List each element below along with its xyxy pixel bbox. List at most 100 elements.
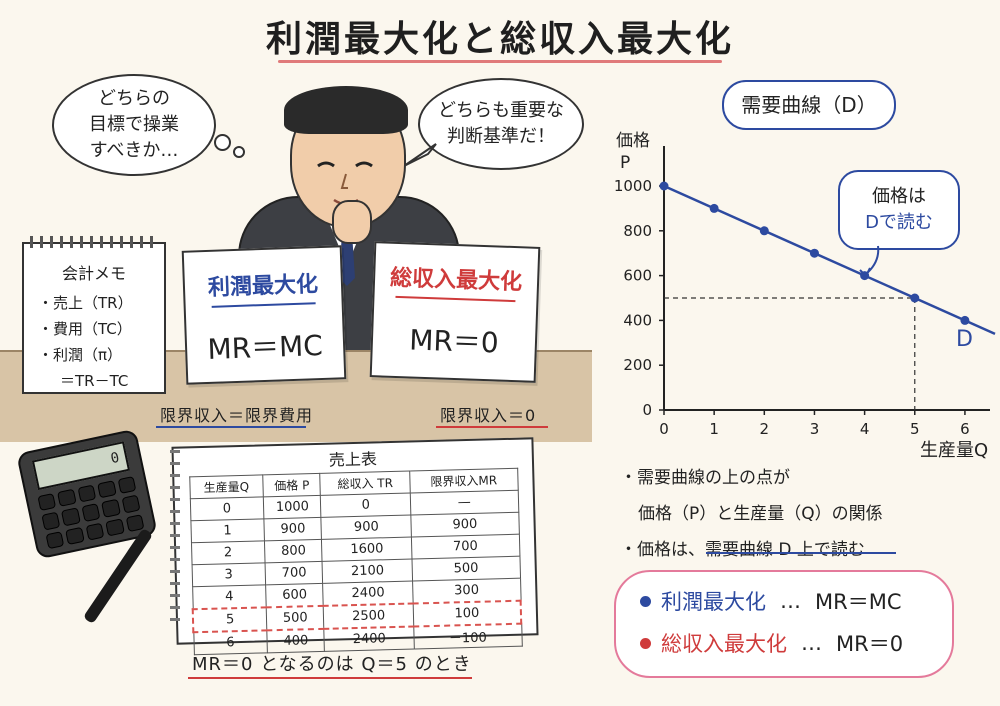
table-cell: 600 bbox=[265, 583, 324, 608]
table-cell: －100 bbox=[413, 623, 522, 649]
table-cell: 2 bbox=[190, 540, 266, 565]
x-tick-label: 1 bbox=[709, 420, 719, 438]
demand-curve-line bbox=[663, 184, 996, 335]
col-header-marginal-revenue: 限界収入MR bbox=[409, 468, 518, 494]
bubble-right-line-1: どちらも重要な bbox=[438, 100, 564, 121]
speech-tail bbox=[403, 143, 437, 167]
y-axis-label-line-2: P bbox=[620, 153, 630, 173]
note-underline bbox=[706, 552, 896, 554]
annotation-bubble: 価格は Dで読む bbox=[838, 170, 960, 250]
paper-profit-equation: MR＝MC bbox=[206, 328, 324, 366]
legend-revenue-eq: MR＝0 bbox=[836, 632, 904, 656]
thought-bubble-left: どちらの 目標で操業 すべきか… bbox=[52, 74, 216, 176]
paper-profit-heading: 利潤最大化 bbox=[207, 272, 319, 301]
legend-revenue-sep: … bbox=[801, 631, 822, 655]
x-axis-label: 生産量Q bbox=[920, 440, 988, 461]
legend-row-profit: 利潤最大化 … MR＝MC bbox=[640, 586, 952, 616]
notes: ・需要曲線の上の点が 価格（P）と生産量（Q）の関係 ・価格は、需要曲線 D 上… bbox=[620, 460, 883, 568]
col-header-total-revenue: 総収入 TR bbox=[320, 471, 411, 496]
sales-table: 生産量Q 価格 P 総収入 TR 限界収入MR 0 1000 0— 1 900 900 9… bbox=[188, 468, 523, 656]
caption-profit: 限界収入＝限界費用 bbox=[160, 406, 314, 425]
x-tick-label: 6 bbox=[960, 420, 970, 438]
table-cell: 2400 bbox=[323, 581, 414, 606]
sales-table-caption: MR＝0 となるのは Q＝5 のとき bbox=[192, 654, 472, 675]
table-cell: 300 bbox=[412, 578, 521, 604]
note-line-3: ・価格は、需要曲線 D 上で読む bbox=[620, 540, 865, 560]
memo-item-sales: ・売上（TR） bbox=[38, 294, 133, 312]
table-cell: 1000 bbox=[263, 495, 322, 519]
table-cell: 900 bbox=[321, 515, 412, 540]
sales-table-sheet: 売上表 生産量Q 価格 P 総収入 TR 限界収入MR 0 1000 0— 1 900… bbox=[171, 437, 539, 655]
table-cell: 0 bbox=[189, 496, 265, 521]
y-axis-label-line-1: 価格 bbox=[616, 131, 650, 151]
table-cell: 2100 bbox=[322, 559, 413, 584]
chart-title-bubble: 需要曲線（D） bbox=[722, 80, 896, 130]
legend-revenue-label: 総収入最大化 bbox=[661, 632, 787, 656]
col-header-quantity: 生産量Q bbox=[189, 474, 264, 499]
bubble-right-line-2: 判断基準だ！ bbox=[447, 126, 555, 147]
sales-table-spiral bbox=[170, 450, 180, 630]
caption-revenue-underline bbox=[436, 426, 548, 428]
table-cell: 800 bbox=[264, 539, 323, 563]
col-header-price: 価格 P bbox=[262, 473, 321, 497]
x-tick-label: 3 bbox=[810, 420, 820, 438]
demand-point bbox=[910, 293, 920, 303]
paper-revenue-equation: MR＝0 bbox=[408, 323, 500, 360]
summary-legend-box: 利潤最大化 … MR＝MC 総収入最大化 … MR＝0 bbox=[614, 570, 954, 678]
x-tick-label: 2 bbox=[760, 420, 770, 438]
accounting-memo: 会計メモ ・売上（TR） ・費用（TC） ・利潤（π） ＝TR－TC bbox=[22, 242, 166, 394]
table-cell: 500 bbox=[412, 556, 521, 582]
memo-title: 会計メモ bbox=[61, 264, 126, 283]
table-cell: 900 bbox=[410, 512, 519, 538]
y-tick-label: 0 bbox=[642, 401, 652, 419]
memo-item-cost: ・費用（TC） bbox=[38, 320, 132, 338]
memo-item-profit-formula: ＝TR－TC bbox=[60, 372, 129, 390]
annotation-line-2: Dで読む bbox=[865, 212, 933, 233]
caption-profit-underline bbox=[156, 426, 306, 428]
note-line-1: ・需要曲線の上の点が bbox=[620, 468, 790, 488]
x-tick-label: 4 bbox=[860, 420, 870, 438]
paper-revenue-underline bbox=[395, 295, 516, 303]
speech-bubble-right: どちらも重要な 判断基準だ！ bbox=[418, 78, 584, 170]
legend-profit-label: 利潤最大化 bbox=[661, 590, 766, 614]
demand-point bbox=[709, 203, 719, 213]
thought-dot-small bbox=[233, 146, 245, 158]
paper-revenue-max: 総収入最大化 MR＝0 bbox=[369, 241, 541, 383]
bubble-left-line-1: どちらの bbox=[98, 88, 170, 109]
demand-point bbox=[960, 315, 970, 325]
table-cell: 900 bbox=[264, 517, 322, 541]
legend-row-revenue: 総収入最大化 … MR＝0 bbox=[640, 628, 952, 658]
calculator-keys bbox=[37, 475, 145, 550]
legend-dot-red bbox=[640, 637, 651, 649]
annotation-arrow bbox=[859, 245, 880, 278]
bubble-left-line-2: 目標で操業 bbox=[89, 114, 179, 135]
chart-title: 需要曲線（D） bbox=[741, 93, 877, 117]
table-cell: 1 bbox=[190, 518, 265, 543]
demand-chart: 価格 P 生産量Q 0 1 2 3 4 5 6 0 200 400 600 800 1000 D bbox=[614, 131, 996, 461]
table-cell: 2500 bbox=[323, 603, 414, 629]
paper-revenue-heading: 総収入最大化 bbox=[389, 265, 523, 296]
y-tick-label: 200 bbox=[623, 356, 652, 374]
businessman-hand bbox=[332, 200, 372, 244]
title-underline bbox=[278, 60, 722, 63]
table-cell: 1600 bbox=[321, 537, 413, 562]
table-cell: 700 bbox=[265, 561, 324, 585]
legend-dot-blue bbox=[640, 595, 651, 607]
demand-point bbox=[759, 226, 769, 236]
page-title: 利潤最大化と総収入最大化 bbox=[265, 19, 734, 60]
annotation-line-1: 価格は bbox=[872, 186, 926, 207]
sales-table-caption-underline bbox=[188, 677, 472, 679]
legend-profit-sep: … bbox=[780, 589, 801, 613]
paper-profit-underline bbox=[211, 302, 316, 308]
table-cell: 3 bbox=[191, 562, 266, 587]
demand-point bbox=[659, 181, 669, 191]
x-tick-label: 5 bbox=[910, 420, 920, 438]
demand-point bbox=[809, 248, 819, 258]
table-cell: — bbox=[410, 490, 519, 516]
memo-rings bbox=[30, 236, 154, 248]
thought-dot-large bbox=[214, 134, 231, 151]
memo-item-profit: ・利潤（π） bbox=[38, 346, 123, 364]
caption-revenue: 限界収入＝0 bbox=[440, 406, 537, 425]
y-tick-label: 800 bbox=[623, 222, 652, 240]
table-cell: 100 bbox=[413, 600, 522, 627]
